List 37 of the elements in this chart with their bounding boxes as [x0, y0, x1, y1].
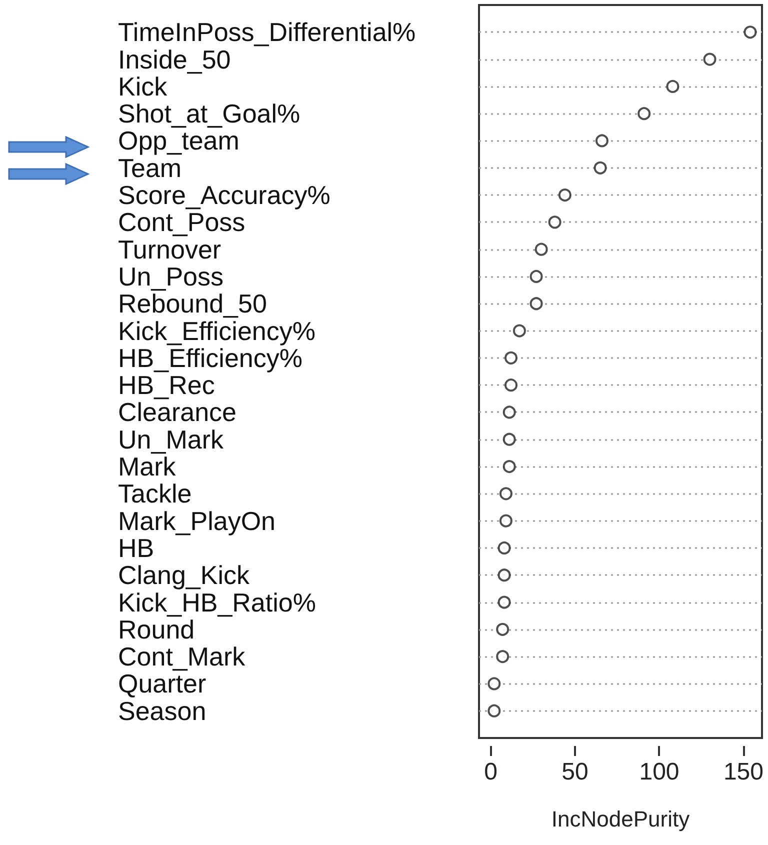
- y-tick-label: Cont_Mark: [118, 642, 246, 672]
- point: [703, 52, 716, 66]
- y-tick-label: Clang_Kick: [118, 560, 251, 590]
- point: [488, 704, 501, 718]
- point: [504, 378, 518, 392]
- x-tick-label: 100: [639, 758, 680, 786]
- point: [558, 188, 572, 202]
- point: [498, 596, 511, 609]
- point: [504, 351, 518, 364]
- point: [595, 134, 608, 148]
- point: [502, 406, 516, 419]
- point: [498, 568, 511, 582]
- point: [498, 541, 511, 554]
- y-tick-label: Score_Accuracy%: [118, 180, 330, 210]
- point: [594, 161, 607, 174]
- point: [502, 432, 516, 446]
- x-axis-title: IncNodePurity: [551, 806, 690, 832]
- x-tick-label: 150: [723, 758, 764, 786]
- point: [496, 650, 510, 664]
- point: [534, 242, 548, 256]
- point: [496, 622, 510, 636]
- point: [499, 487, 512, 500]
- y-tick-label: Shot_at_Goal%: [118, 98, 300, 129]
- x-tick-label: 0: [484, 758, 498, 786]
- point: [530, 270, 543, 283]
- point: [638, 107, 651, 120]
- point: [488, 677, 501, 690]
- point: [512, 324, 526, 338]
- y-tick-label: Un_Mark: [118, 424, 224, 454]
- point: [499, 514, 512, 528]
- point: [666, 80, 680, 93]
- point: [548, 216, 562, 229]
- point: [744, 26, 757, 39]
- x-tick-label: 50: [562, 758, 588, 786]
- y-tick-label: Un_Poss: [118, 261, 224, 292]
- point: [502, 460, 516, 474]
- point: [530, 297, 543, 310]
